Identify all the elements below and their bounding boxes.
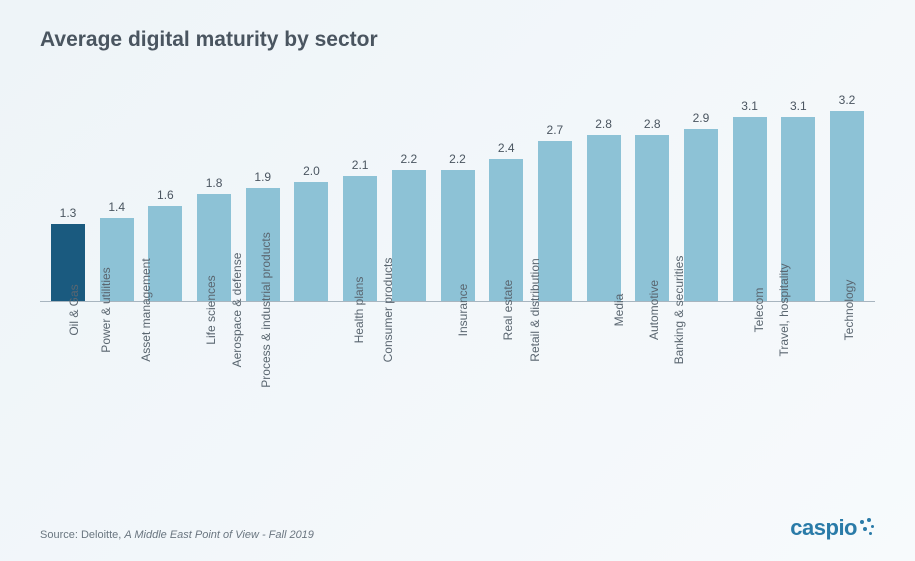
bar-value-label: 1.4 [108,200,125,214]
bar-label-wrap: Telecom [728,310,772,472]
bar-label-wrap: Media [582,310,626,472]
bar-label-wrap: Asset management [143,310,187,472]
bar-column: 3.2 [825,93,869,301]
bar-category-label: Travel, hospitality [777,264,791,357]
bar-rect [733,117,767,301]
bar-rect [684,129,718,301]
labels-region: Oil & GasPower & utilitiesAsset manageme… [40,302,875,472]
bar-category-label: Media [612,294,626,327]
bar-rect [635,135,669,301]
bar-category-label: Consumer products [381,258,395,363]
brand-logo: caspio [790,515,875,541]
bar-label-wrap: Insurance [436,310,480,472]
chart-area: 1.3 1.4 1.6 1.8 1.9 2.0 2.1 2.2 2.2 2.4 2.7 2.8 2.8 2… [40,92,875,505]
logo-text: caspio [790,515,857,541]
bar-rect [830,111,864,301]
bar-category-label: Aerospace & defense [230,253,244,368]
bar-value-label: 2.2 [449,152,466,166]
bar-column: 3.1 [728,99,772,301]
bar-value-label: 1.6 [157,188,174,202]
bar-label-wrap: Automotive [630,310,674,472]
source-text: Source: Deloitte, A Middle East Point of… [40,529,314,541]
bar-category-label: Life sciences [204,275,218,344]
bar-column: 2.4 [484,141,528,301]
bar-column: 2.8 [582,117,626,301]
bar-category-label: Banking & securities [672,256,686,365]
bar-value-label: 3.1 [741,99,758,113]
bar-category-label: Telecom [752,288,766,333]
bar-category-label: Asset management [139,258,153,361]
bar-rect [587,135,621,301]
bar-value-label: 2.8 [595,117,612,131]
bar-value-label: 1.9 [254,170,271,184]
bars-region: 1.3 1.4 1.6 1.8 1.9 2.0 2.1 2.2 2.2 2.4 2.7 2.8 2.8 2… [40,92,875,302]
bar-value-label: 1.3 [60,206,77,220]
bar-value-label: 1.8 [206,176,223,190]
bar-label-wrap: Process & industrial products [289,310,333,472]
bar-column: 2.8 [630,117,674,301]
bar-category-label: Real estate [501,280,515,341]
bar-label-wrap: Travel, hospitality [776,310,820,472]
footer: Source: Deloitte, A Middle East Point of… [40,505,875,541]
bar-rect [294,182,328,301]
bar-rect [538,141,572,301]
chart-title: Average digital maturity by sector [40,28,875,52]
bar-label-wrap: Banking & securities [679,310,723,472]
bar-rect [441,170,475,301]
bar-label-wrap: Real estate [484,310,528,472]
bar-category-label: Process & industrial products [259,232,273,387]
bar-value-label: 3.2 [839,93,856,107]
bar-category-label: Technology [842,280,856,341]
bar-value-label: 2.8 [644,117,661,131]
source-publication: A Middle East Point of View - Fall 2019 [124,529,314,541]
bar-label-wrap: Consumer products [387,310,431,472]
bar-category-label: Power & utilities [99,267,113,352]
bar-column: 2.0 [289,164,333,301]
source-prefix: Source: Deloitte, [40,529,124,541]
bar-label-wrap: Oil & Gas [46,310,90,472]
bar-category-label: Retail & distribution [528,258,542,361]
bar-value-label: 2.9 [693,111,710,125]
bar-value-label: 3.1 [790,99,807,113]
bar-category-label: Oil & Gas [67,284,81,335]
bar-value-label: 2.1 [352,158,369,172]
bar-label-wrap: Health plans [338,310,382,472]
bar-label-wrap: Retail & distribution [533,310,577,472]
logo-dots-icon [859,518,875,538]
bar-category-label: Insurance [456,284,470,337]
bar-category-label: Automotive [647,280,661,340]
bar-column: 2.2 [436,152,480,301]
bar-value-label: 2.7 [547,123,564,137]
bar-value-label: 2.0 [303,164,320,178]
bar-category-label: Health plans [352,277,366,344]
bar-label-wrap: Power & utilities [95,310,139,472]
bar-rect [392,170,426,301]
bar-value-label: 2.2 [400,152,417,166]
chart-container: Average digital maturity by sector 1.31.… [0,0,915,561]
bar-label-wrap: Technology [825,310,869,472]
bar-value-label: 2.4 [498,141,515,155]
bar-rect [148,206,182,301]
